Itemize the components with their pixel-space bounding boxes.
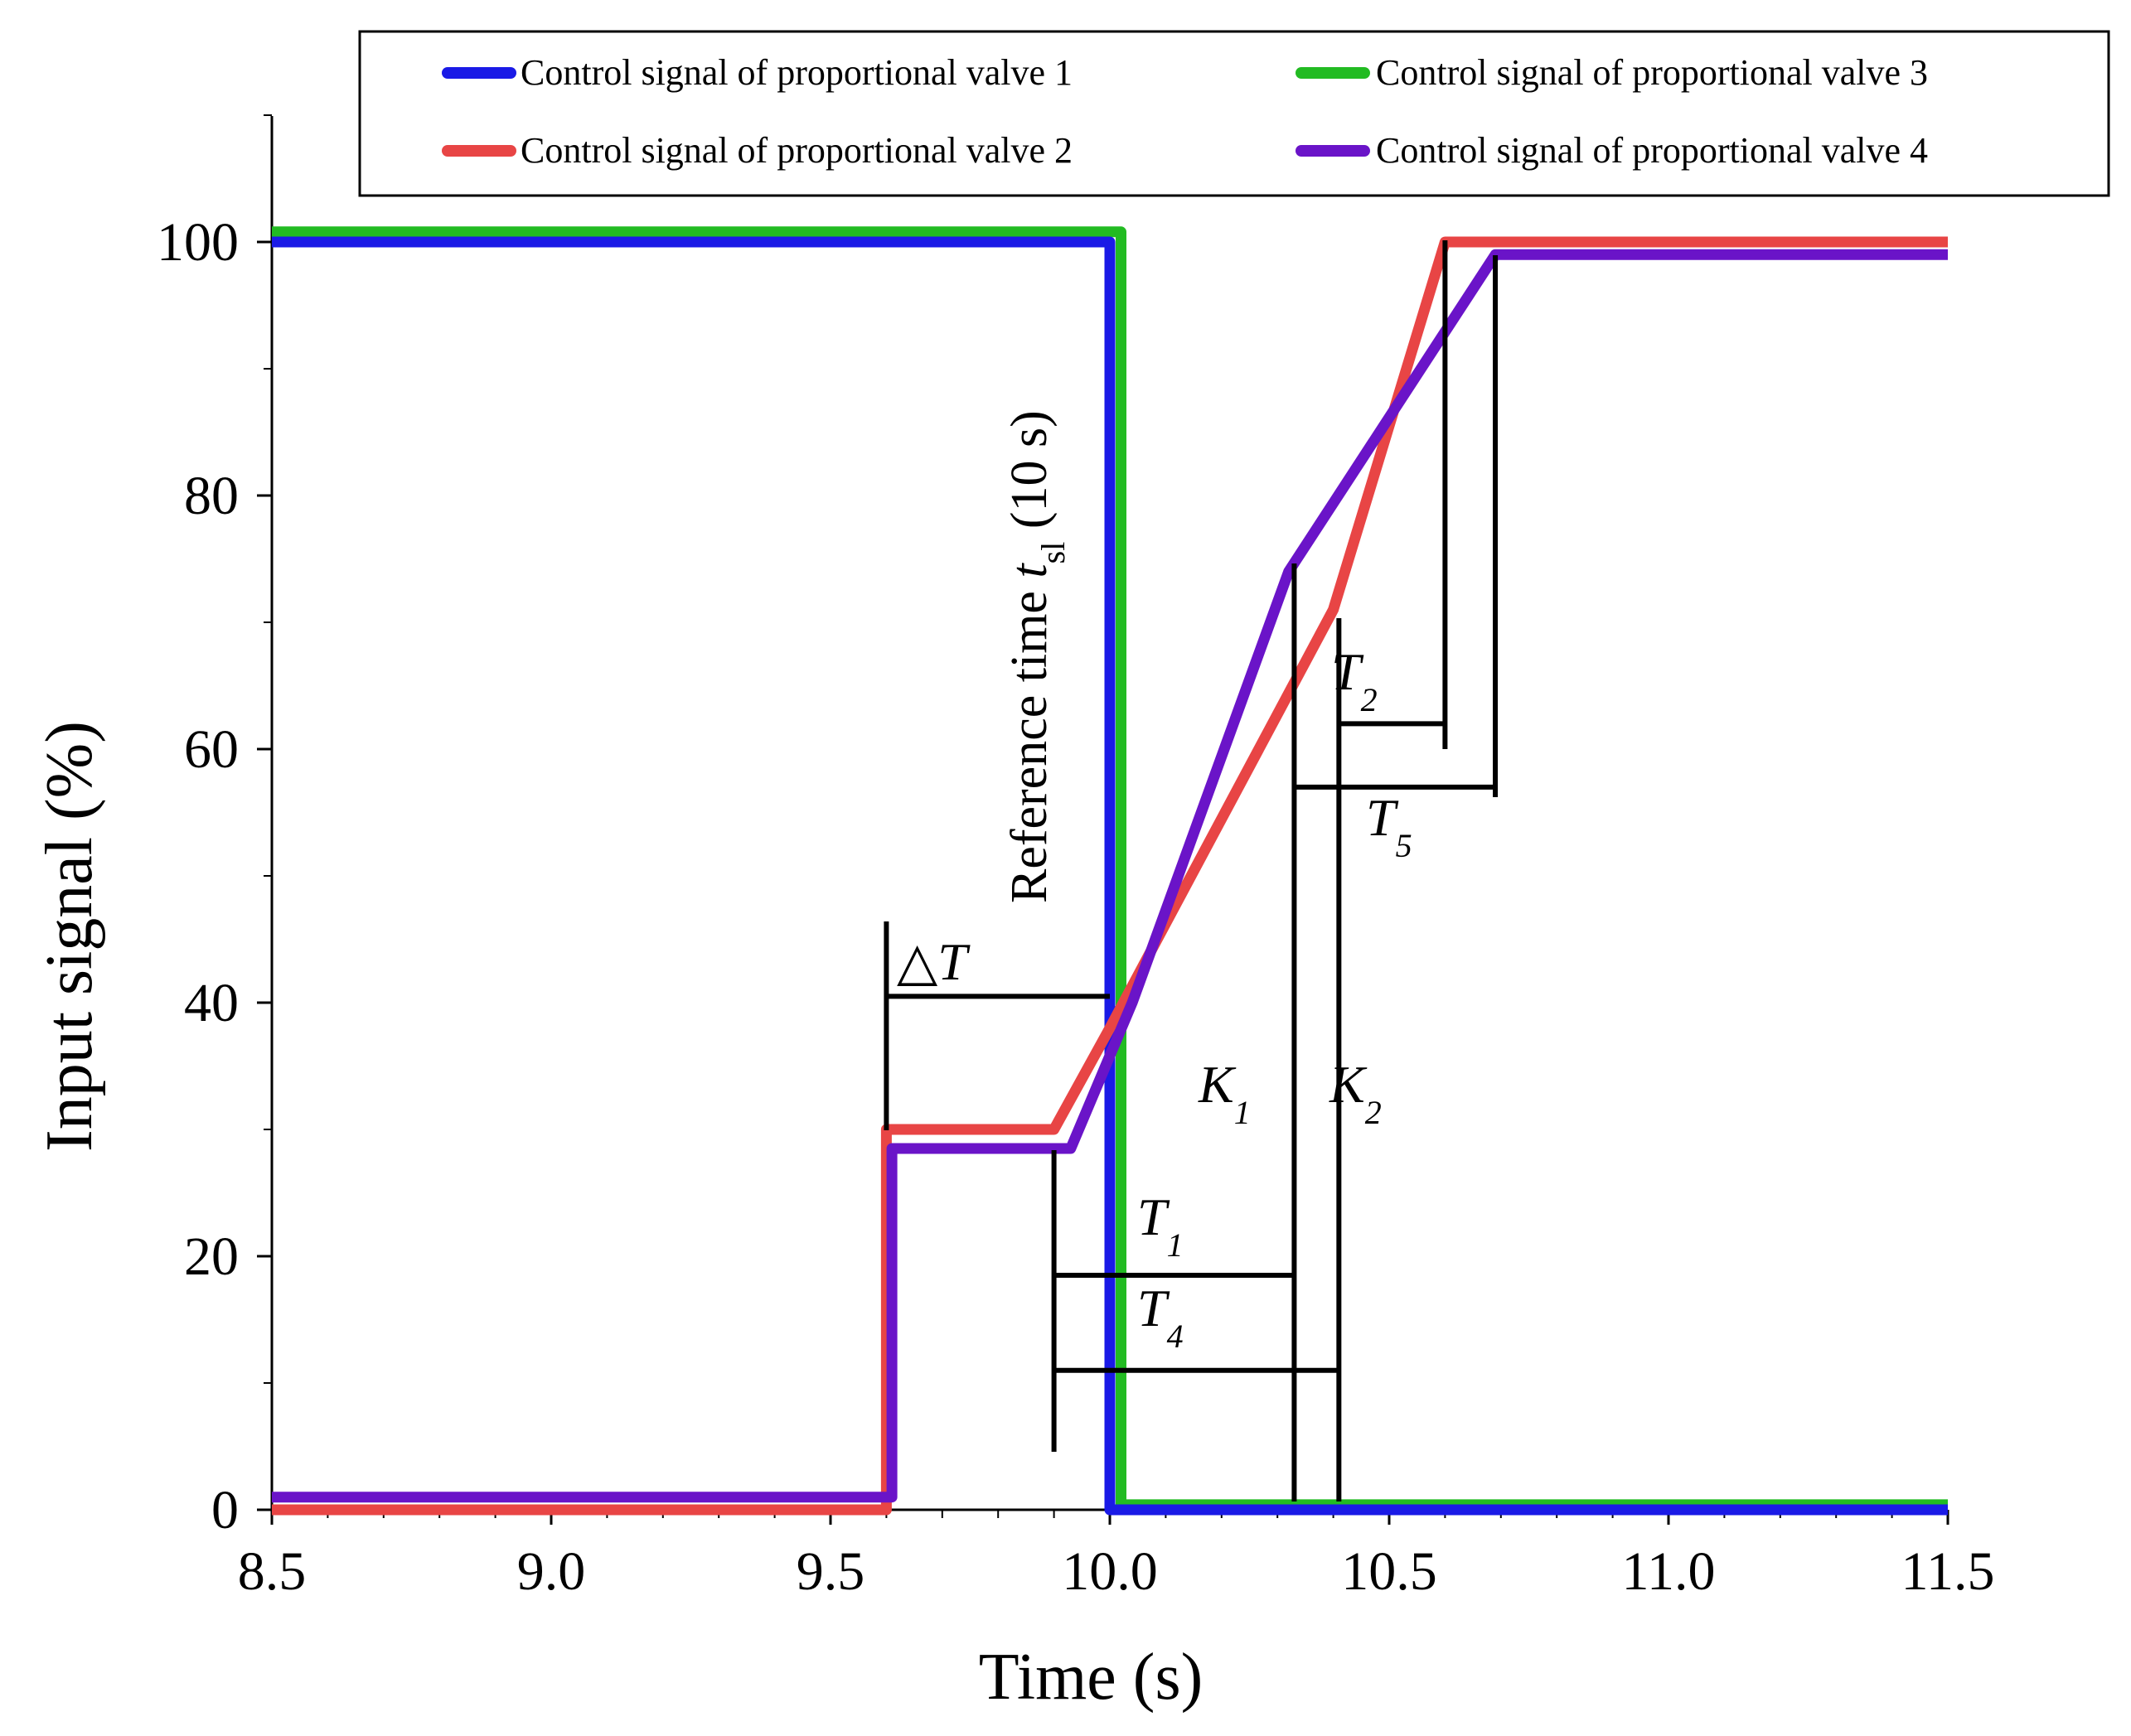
y-tick-label: 20	[184, 1226, 239, 1287]
legend-label-valve-2: Control signal of proportional valve 2	[521, 130, 1073, 171]
y-axis-title: Input signal (%)	[33, 721, 106, 1152]
series-layer	[272, 226, 1948, 1516]
series-line-valve-2	[272, 236, 1948, 1516]
x-tick-label: 9.5	[797, 1541, 865, 1602]
legend: Control signal of proportional valve 1 C…	[358, 30, 2110, 197]
legend-label-valve-4: Control signal of proportional valve 4	[1376, 130, 1928, 171]
annotation-t2: T2	[1331, 642, 1378, 718]
legend-label-valve-1: Control signal of proportional valve 1	[521, 52, 1073, 93]
y-tick-label: 40	[184, 973, 239, 1033]
annotation-t5: T5	[1366, 788, 1412, 864]
y-tick-label: 60	[184, 719, 239, 780]
legend-label-valve-3: Control signal of proportional valve 3	[1376, 52, 1928, 93]
annotation-k1: K1	[1198, 1055, 1251, 1131]
annotation-delta-t: △T	[897, 932, 971, 991]
x-tick-label: 10.0	[1062, 1541, 1158, 1602]
annotation-k2: K2	[1329, 1055, 1382, 1131]
axes: 8.5 9.0 9.5 10.0 10.5 11.0 11.5 0 20 40 60 80 100	[157, 114, 1995, 1602]
x-ticks: 8.5 9.0 9.5 10.0 10.5 11.0 11.5	[238, 1510, 1995, 1602]
y-tick-label: 0	[211, 1480, 239, 1540]
y-tick-label: 80	[184, 466, 239, 526]
annotation-t1: T1	[1137, 1187, 1184, 1264]
series-line-valve-1	[272, 236, 1948, 1516]
x-tick-label: 11.5	[1901, 1541, 1994, 1602]
x-tick-label: 10.5	[1341, 1541, 1437, 1602]
x-tick-label: 11.0	[1621, 1541, 1715, 1602]
y-tick-label: 100	[157, 212, 239, 273]
annotation-labels: △T T1 T4 T2 T5 K1 K2 Reference time tsl …	[897, 410, 1412, 1355]
x-tick-label: 9.0	[517, 1541, 586, 1602]
legend-frame	[358, 30, 2110, 197]
annotation-reference-time: Reference time tsl (10 s)	[1001, 410, 1072, 903]
annotations	[884, 240, 1499, 1501]
series-line-valve-4	[272, 249, 1948, 1503]
x-tick-label: 8.5	[238, 1541, 307, 1602]
x-axis-title: Time (s)	[979, 1641, 1203, 1714]
annotation-t4: T4	[1137, 1279, 1184, 1355]
y-ticks: 0 20 40 60 80 100	[157, 114, 272, 1540]
